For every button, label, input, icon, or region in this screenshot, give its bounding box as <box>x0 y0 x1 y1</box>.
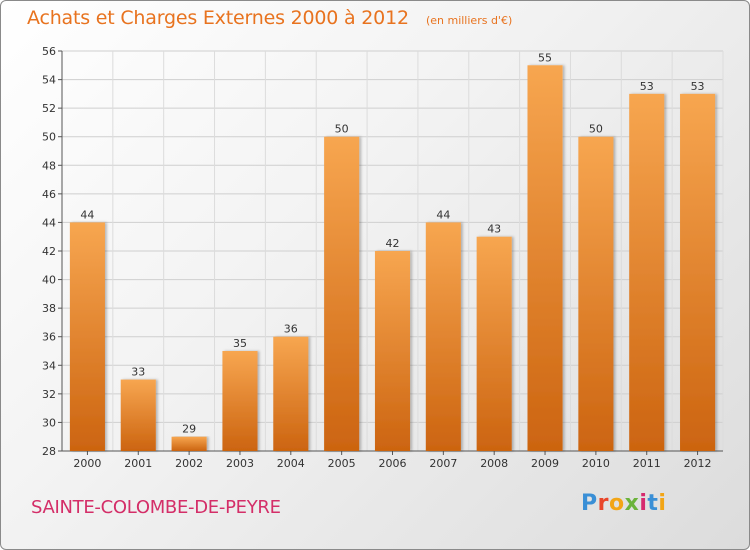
x-tick-label: 2003 <box>226 457 254 470</box>
value-label: 42 <box>386 237 400 250</box>
y-tick-label: 56 <box>42 45 56 58</box>
y-tick-label: 54 <box>42 74 56 87</box>
bar-2007 <box>425 222 461 451</box>
y-tick-label: 46 <box>42 188 56 201</box>
x-tick-label: 2012 <box>684 457 712 470</box>
value-label: 44 <box>436 208 450 221</box>
y-tick-label: 40 <box>42 274 56 287</box>
value-label: 55 <box>538 51 552 64</box>
bar-2008 <box>476 236 512 451</box>
y-tick-label: 36 <box>42 331 56 344</box>
x-tick-label: 2008 <box>480 457 508 470</box>
y-tick-label: 44 <box>42 216 56 229</box>
x-tick-label: 2002 <box>175 457 203 470</box>
bar-2012 <box>680 93 716 451</box>
y-tick-label: 42 <box>42 245 56 258</box>
commune-name: SAINTE-COLOMBE-DE-PEYRE <box>31 497 281 518</box>
value-label: 35 <box>233 337 247 350</box>
bar-2011 <box>629 93 665 451</box>
bar-2006 <box>374 251 411 451</box>
x-tick-label: 2001 <box>124 457 152 470</box>
value-label: 29 <box>182 423 196 436</box>
x-tick-label: 2009 <box>531 457 559 470</box>
x-tick-label: 2004 <box>277 457 305 470</box>
value-label: 44 <box>80 208 94 221</box>
chart-unit: (en milliers d'€) <box>425 14 513 27</box>
y-tick-label: 32 <box>42 388 56 401</box>
bar-2009 <box>527 65 563 452</box>
bar-2002 <box>171 436 207 451</box>
x-tick-label: 2005 <box>328 457 356 470</box>
y-tick-label: 48 <box>42 159 56 172</box>
bar-2010 <box>578 136 614 451</box>
x-tick-label: 2006 <box>379 457 407 470</box>
bar-2003 <box>222 351 258 451</box>
y-tick-label: 28 <box>42 445 56 458</box>
bar-2005 <box>324 136 360 451</box>
x-tick-label: 2011 <box>633 457 661 470</box>
value-label: 53 <box>691 80 705 93</box>
y-tick-label: 50 <box>42 131 56 144</box>
value-label: 36 <box>284 323 298 336</box>
x-tick-label: 2010 <box>582 457 610 470</box>
value-label: 53 <box>640 80 654 93</box>
bars <box>69 65 716 452</box>
labels: 28 30 32 34 36 38 40 42 44 46 48 50 52 54 56 44 2000 33 20… <box>42 45 712 470</box>
x-tick-label: 2007 <box>429 457 457 470</box>
bar-2000 <box>69 222 105 451</box>
y-tick-label: 30 <box>42 416 56 429</box>
value-label: 50 <box>589 123 603 136</box>
y-tick-label: 38 <box>42 302 56 315</box>
bar-2004 <box>273 336 309 451</box>
value-label: 33 <box>131 366 145 379</box>
x-tick-label: 2000 <box>73 457 101 470</box>
title-row: Achats et Charges Externes 2000 à 2012 (… <box>27 7 512 29</box>
proxiti-logo: Proxiti <box>581 491 667 516</box>
value-label: 50 <box>335 123 349 136</box>
y-tick-label: 34 <box>42 359 56 372</box>
bar-2001 <box>120 379 156 451</box>
y-tick-label: 52 <box>42 102 56 115</box>
chart-title: Achats et Charges Externes 2000 à 2012 <box>27 7 409 29</box>
value-label: 43 <box>487 223 501 236</box>
